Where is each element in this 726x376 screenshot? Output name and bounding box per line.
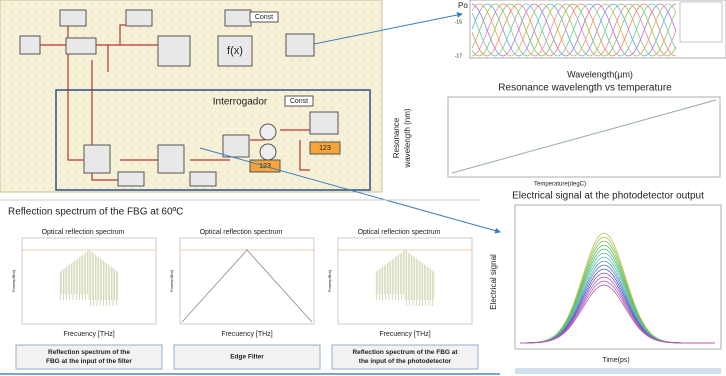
caption: Reflection spectrum of the FBG at (352, 349, 458, 356)
display-value: 123 (319, 145, 331, 152)
y-axis-label: Power(dBm) (169, 269, 174, 292)
panel-title: Optical reflection spectrum (200, 229, 283, 236)
block-label: f(x) (227, 45, 243, 57)
caption: FBG at the input of the filter (46, 358, 132, 365)
panel-frame (180, 238, 314, 324)
caption: the input of the photodetector (359, 358, 452, 365)
section-title: Reflection spectrum of the FBG at 60ºC (8, 207, 183, 218)
chart-title: Resonance wavelength vs temperature (498, 83, 672, 94)
block-label: Const (255, 14, 273, 21)
panel-title: Optical reflection spectrum (358, 229, 441, 236)
x-axis-label: Frecuency [THz] (379, 331, 430, 338)
page: Interrogador f(x) Const Const 123 123 (0, 0, 726, 376)
y-axis-label: wavelength (nm) (403, 108, 412, 168)
x-axis-label: Wavelength(µm) (567, 69, 633, 79)
y-axis-label: Power(dBm) (11, 269, 16, 292)
x-axis-label: Temperature(degC) (534, 182, 586, 188)
x-axis-label: Time(ps) (602, 357, 629, 364)
panel-title: Optical reflection spectrum (42, 229, 125, 236)
block-label: Const (290, 98, 308, 105)
y-tick-label: -15 (455, 19, 462, 25)
caption: Reflection spectrum of the (48, 349, 130, 356)
y-tick-label: -17 (455, 53, 462, 59)
y-axis-label: Resonance (392, 117, 401, 158)
simulation-diagram: Interrogador f(x) Const Const 123 123 (0, 0, 382, 192)
x-axis-label: Frecuency [THz] (221, 331, 272, 338)
wavelength-chart: Po -15 -17 Wavelength(µm) (455, 0, 726, 79)
signal-chart: Electrical signal at the photodetector o… (489, 191, 721, 374)
resonance-chart: Resonance wavelength vs temperature Reso… (392, 83, 720, 188)
y-axis-label: Electrical signal (489, 254, 498, 310)
chart-title: Electrical signal at the photodetector o… (512, 191, 704, 202)
y-axis-label: Po (458, 1, 468, 10)
caption: Edge Filter (230, 354, 264, 361)
y-axis-label: Power(dBm) (327, 269, 332, 292)
interrogator-label: Interrogador (213, 97, 268, 108)
x-axis-label: Frecuency [THz] (63, 331, 114, 338)
